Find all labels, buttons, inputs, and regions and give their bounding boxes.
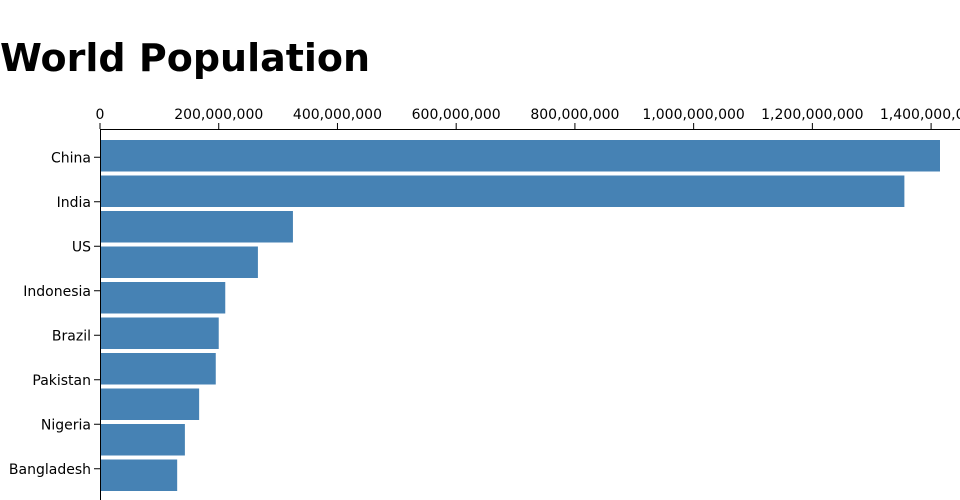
x-tick-label: 0 (96, 107, 105, 123)
x-tick-label: 1,000,000,000 (642, 107, 744, 123)
bar (101, 175, 905, 207)
bar (101, 140, 940, 172)
y-tick-label: Bangladesh (9, 462, 91, 478)
x-tick-label: 600,000,000 (412, 107, 501, 123)
chart-title: World Population (0, 36, 370, 80)
y-tick-label: China (51, 150, 91, 166)
x-tick-label: 1,200,000,000 (761, 107, 863, 123)
y-tick-label: US (72, 239, 91, 255)
bar (101, 282, 226, 314)
bar (101, 388, 200, 420)
bar (101, 459, 178, 491)
y-tick-label: Brazil (52, 328, 91, 344)
x-tick-label: 800,000,000 (530, 107, 619, 123)
y-tick-label: India (57, 195, 91, 211)
bar (101, 424, 185, 456)
y-tick-label: Nigeria (41, 417, 91, 433)
bar (101, 246, 258, 278)
y-tick-label: Pakistan (32, 373, 91, 389)
bar (101, 353, 216, 385)
bar (101, 317, 219, 349)
x-tick-label: 1,400,000,000 (880, 107, 960, 123)
bar (101, 211, 293, 243)
y-tick-label: Indonesia (23, 284, 91, 300)
x-tick-label: 200,000,000 (174, 107, 263, 123)
x-tick-label: 400,000,000 (293, 107, 382, 123)
